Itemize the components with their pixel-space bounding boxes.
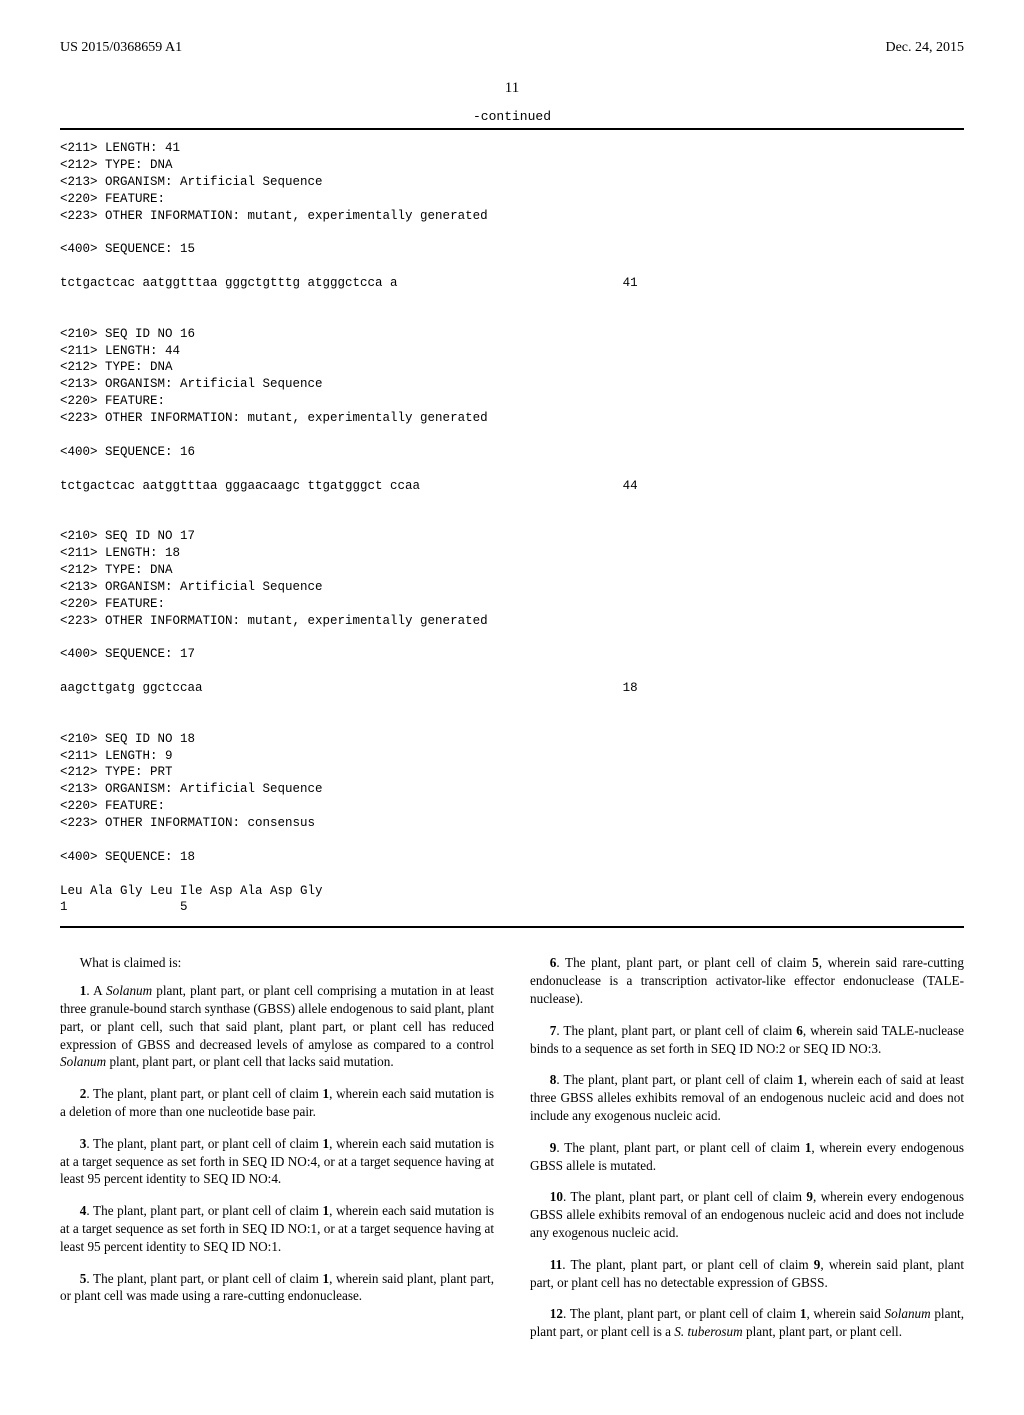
claim-text: . The plant, plant part, or plant cell o… [86,1203,322,1218]
claim-number: 11 [550,1257,562,1272]
claim-9: 9. The plant, plant part, or plant cell … [530,1139,964,1175]
claim-text: . The plant, plant part, or plant cell o… [563,1306,800,1321]
claims-column-left: What is claimed is: 1. A Solanum plant, … [60,954,494,1355]
claim-ref: 6 [796,1023,803,1038]
claim-5: 5. The plant, plant part, or plant cell … [60,1270,494,1306]
claim-ref: 5 [812,955,819,970]
claim-text: , wherein said [806,1306,884,1321]
claim-text: . The plant, plant part, or plant cell o… [86,1086,322,1101]
claim-6: 6. The plant, plant part, or plant cell … [530,954,964,1007]
claim-3: 3. The plant, plant part, or plant cell … [60,1135,494,1188]
species-name: S. tuberosum [674,1324,742,1339]
claims-intro: What is claimed is: [60,954,494,972]
sequence-listing-text: <211> LENGTH: 41 <212> TYPE: DNA <213> O… [60,140,964,916]
sequence-listing-block: <211> LENGTH: 41 <212> TYPE: DNA <213> O… [60,128,964,928]
claim-text: . The plant, plant part, or plant cell o… [556,1072,797,1087]
claim-11: 11. The plant, plant part, or plant cell… [530,1256,964,1292]
claim-text: . The plant, plant part, or plant cell o… [563,1189,806,1204]
claim-text: . The plant, plant part, or plant cell o… [556,1140,804,1155]
claim-10: 10. The plant, plant part, or plant cell… [530,1188,964,1241]
claim-number: 10 [550,1189,563,1204]
claim-text: plant, plant part, or plant cell that la… [106,1054,394,1069]
claim-text: . A [86,983,106,998]
claim-text: . The plant, plant part, or plant cell o… [556,1023,796,1038]
claim-text: . The plant, plant part, or plant cell o… [556,955,812,970]
claim-2: 2. The plant, plant part, or plant cell … [60,1085,494,1121]
genus-name: Solanum [106,983,152,998]
claims-columns: What is claimed is: 1. A Solanum plant, … [60,954,964,1355]
claim-1: 1. A Solanum plant, plant part, or plant… [60,982,494,1071]
claim-ref: 1 [797,1072,804,1087]
claim-12: 12. The plant, plant part, or plant cell… [530,1305,964,1341]
genus-name: Solanum [885,1306,931,1321]
claim-8: 8. The plant, plant part, or plant cell … [530,1071,964,1124]
claim-text: plant, plant part, or plant cell. [743,1324,902,1339]
claim-7: 7. The plant, plant part, or plant cell … [530,1022,964,1058]
continued-label: -continued [60,109,964,124]
page-number: 11 [60,80,964,97]
genus-name: Solanum [60,1054,106,1069]
claim-text: . The plant, plant part, or plant cell o… [86,1136,322,1151]
page-header: US 2015/0368659 A1 Dec. 24, 2015 [60,40,964,56]
claim-ref: 9 [806,1189,813,1204]
claim-4: 4. The plant, plant part, or plant cell … [60,1202,494,1255]
claims-column-right: 6. The plant, plant part, or plant cell … [530,954,964,1355]
claim-text: . The plant, plant part, or plant cell o… [562,1257,814,1272]
claim-text: . The plant, plant part, or plant cell o… [86,1271,322,1286]
publication-number: US 2015/0368659 A1 [60,40,182,56]
publication-date: Dec. 24, 2015 [885,40,964,56]
claim-number: 12 [550,1306,563,1321]
